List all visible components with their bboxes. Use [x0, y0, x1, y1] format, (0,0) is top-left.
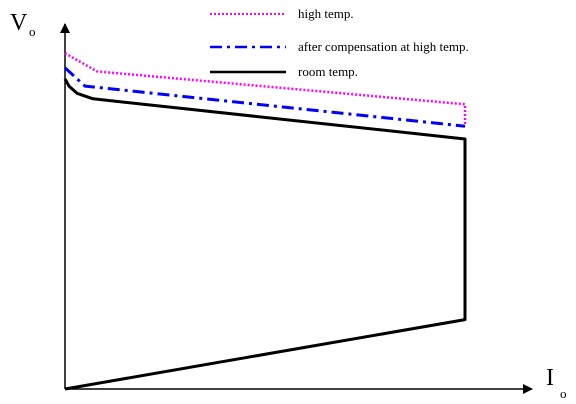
x-axis-label-main: I	[546, 365, 554, 391]
series-line-1	[63, 66, 466, 128]
legend-label-0: high temp.	[298, 6, 354, 21]
series-line-0	[64, 52, 467, 127]
x-axis-label-subscript: o	[560, 386, 567, 401]
legend-label-1: after compensation at high temp.	[298, 39, 469, 54]
series-layer	[63, 52, 467, 391]
y-axis-label-subscript: o	[29, 24, 36, 39]
series-line-2	[63, 78, 467, 391]
legend: high temp. after compensation at high tem…	[210, 6, 469, 79]
x-axis-label: I o	[546, 365, 567, 401]
legend-label-2: room temp.	[298, 64, 358, 79]
y-axis-label: V o	[10, 10, 36, 39]
y-axis-label-main: V	[10, 10, 28, 36]
